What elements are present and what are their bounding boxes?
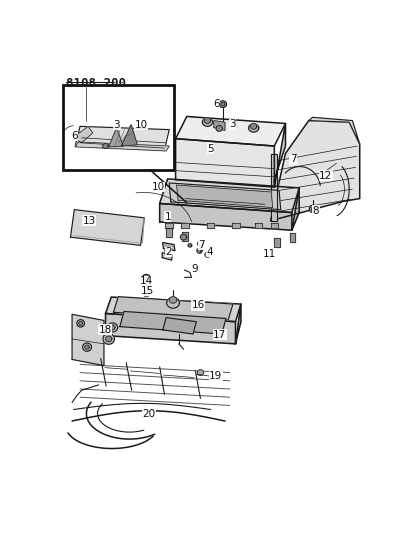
Polygon shape	[292, 188, 299, 230]
Polygon shape	[85, 345, 89, 349]
Polygon shape	[205, 252, 210, 257]
Text: 12: 12	[319, 171, 332, 181]
Text: 20: 20	[142, 409, 155, 418]
Polygon shape	[75, 126, 169, 150]
Polygon shape	[110, 325, 115, 330]
Polygon shape	[181, 223, 189, 228]
Text: 5: 5	[208, 144, 214, 154]
Polygon shape	[106, 297, 241, 322]
Polygon shape	[71, 209, 144, 245]
Polygon shape	[188, 244, 192, 247]
Text: 9: 9	[192, 264, 198, 274]
Polygon shape	[270, 120, 360, 221]
Polygon shape	[162, 243, 175, 251]
Polygon shape	[182, 232, 188, 241]
Polygon shape	[122, 125, 137, 146]
Polygon shape	[202, 118, 212, 126]
Polygon shape	[175, 139, 275, 187]
Text: 6: 6	[213, 99, 220, 109]
Polygon shape	[197, 248, 202, 253]
Polygon shape	[103, 334, 114, 344]
Bar	[144, 293, 148, 296]
Polygon shape	[166, 228, 172, 237]
Polygon shape	[120, 311, 226, 334]
Polygon shape	[275, 124, 286, 187]
Polygon shape	[159, 179, 299, 213]
Polygon shape	[109, 127, 123, 147]
Text: 15: 15	[141, 286, 155, 295]
Polygon shape	[106, 336, 112, 342]
Text: 18: 18	[99, 325, 112, 335]
Polygon shape	[106, 313, 236, 344]
Text: 10: 10	[152, 182, 165, 192]
Polygon shape	[207, 223, 215, 228]
Polygon shape	[162, 253, 172, 260]
Polygon shape	[144, 276, 148, 280]
Polygon shape	[250, 124, 257, 129]
Polygon shape	[311, 207, 315, 211]
Text: 13: 13	[83, 216, 96, 226]
Text: 19: 19	[209, 371, 222, 381]
Text: 17: 17	[213, 330, 226, 340]
Text: 3: 3	[113, 120, 120, 130]
Text: 11: 11	[263, 248, 277, 259]
Polygon shape	[175, 117, 286, 146]
Polygon shape	[221, 102, 225, 106]
Polygon shape	[275, 238, 280, 247]
Text: 16: 16	[192, 300, 205, 310]
Polygon shape	[249, 124, 259, 132]
Polygon shape	[198, 241, 203, 246]
Polygon shape	[290, 233, 296, 242]
Text: 6: 6	[71, 131, 78, 141]
Polygon shape	[270, 223, 278, 228]
Text: 7: 7	[199, 239, 205, 249]
Polygon shape	[113, 297, 233, 320]
Polygon shape	[216, 126, 222, 131]
Text: 1: 1	[164, 212, 171, 222]
Polygon shape	[165, 223, 173, 228]
Polygon shape	[309, 117, 360, 144]
Bar	[144, 290, 149, 295]
Polygon shape	[77, 320, 85, 327]
Polygon shape	[169, 183, 281, 209]
Polygon shape	[73, 126, 93, 143]
Text: 8: 8	[312, 206, 319, 216]
Polygon shape	[167, 297, 180, 308]
Polygon shape	[197, 370, 203, 375]
Polygon shape	[72, 314, 104, 366]
Polygon shape	[107, 323, 118, 332]
Polygon shape	[270, 154, 277, 221]
Polygon shape	[309, 205, 317, 213]
Polygon shape	[142, 274, 150, 282]
Text: 10: 10	[135, 120, 148, 130]
Polygon shape	[79, 321, 83, 325]
Polygon shape	[180, 235, 187, 240]
Polygon shape	[103, 143, 109, 149]
Polygon shape	[219, 101, 226, 108]
Text: 14: 14	[140, 277, 153, 286]
Polygon shape	[214, 120, 225, 131]
Text: 8108 200: 8108 200	[66, 77, 126, 90]
Text: 3: 3	[229, 119, 236, 130]
Text: 7: 7	[290, 154, 296, 164]
Polygon shape	[163, 318, 196, 334]
Polygon shape	[83, 343, 92, 351]
Polygon shape	[169, 297, 177, 303]
Polygon shape	[159, 204, 292, 230]
Polygon shape	[254, 223, 262, 228]
Text: 4: 4	[207, 247, 213, 257]
Bar	[63, 85, 174, 170]
Polygon shape	[177, 185, 273, 207]
Polygon shape	[75, 142, 169, 151]
Polygon shape	[236, 304, 241, 344]
Polygon shape	[232, 223, 240, 228]
Text: 2: 2	[165, 247, 172, 257]
Polygon shape	[204, 118, 210, 124]
